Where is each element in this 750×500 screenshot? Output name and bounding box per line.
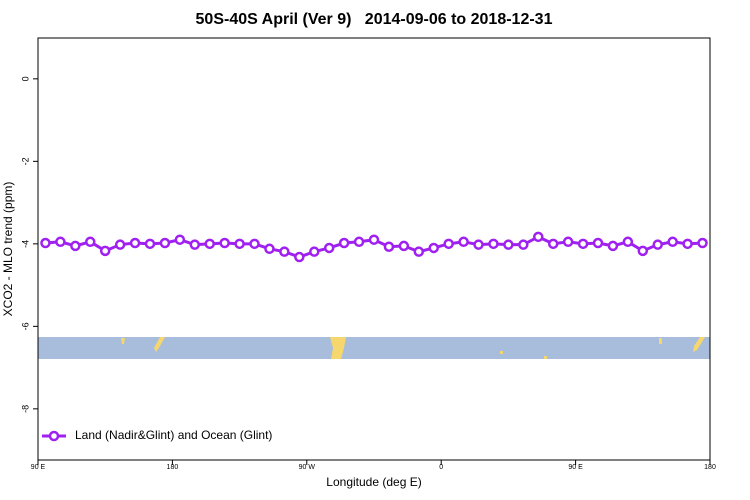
x-tick-label: 180	[167, 464, 179, 471]
data-point	[533, 231, 544, 243]
data-point	[219, 237, 230, 249]
data-point	[458, 236, 469, 248]
data-point	[159, 237, 171, 249]
data-point	[473, 239, 484, 250]
legend-label: Land (Nadir&Glint) and Ocean (Glint)	[75, 428, 272, 442]
data-point	[443, 238, 454, 250]
y-tick-label: -6	[20, 322, 30, 330]
data-point	[682, 238, 693, 250]
y-tick-label: 0	[20, 76, 30, 81]
data-point	[294, 251, 305, 263]
data-point	[697, 237, 708, 249]
data-point	[577, 238, 589, 250]
data-point	[189, 239, 201, 250]
data-point	[428, 242, 439, 254]
land-ocean-strip	[38, 337, 710, 359]
data-point	[398, 240, 410, 252]
data-point	[129, 237, 141, 249]
land-patch	[659, 338, 662, 344]
data-point	[667, 236, 678, 248]
x-axis-label: Longitude (deg E)	[326, 475, 421, 489]
data-point	[99, 245, 111, 257]
x-tick-label: 90 W	[299, 464, 316, 471]
data-point	[309, 246, 320, 257]
chart-title: 50S-40S April (Ver 9) 2014-09-06 to 2018…	[196, 11, 553, 28]
data-point	[652, 239, 663, 250]
data-point	[279, 246, 290, 257]
plot-frame	[37, 37, 711, 461]
data-point	[174, 234, 186, 245]
ocean-band	[38, 337, 710, 359]
data-point	[338, 237, 350, 249]
data-point	[518, 239, 529, 250]
data-point	[70, 240, 81, 252]
x-tick-label: 90 E	[568, 464, 583, 471]
data-point	[622, 236, 634, 248]
y-tick-label: -4	[20, 240, 30, 248]
land-patch	[544, 356, 547, 359]
data-point	[503, 239, 514, 250]
data-point	[144, 238, 156, 250]
x-tick-label: 0	[439, 464, 443, 471]
land-patch	[693, 337, 705, 352]
data-point	[264, 243, 275, 255]
data-point	[562, 236, 574, 248]
data-point	[368, 234, 380, 245]
data-point	[353, 236, 365, 248]
data-point	[592, 237, 604, 249]
data-point	[637, 245, 649, 257]
y-tick-label: -2	[20, 157, 30, 165]
data-point	[547, 238, 559, 250]
y-axis-label: XCO2 - MLO trend (ppm)	[1, 182, 15, 317]
data-point	[234, 238, 245, 250]
legend-marker	[48, 430, 60, 442]
data-point	[55, 236, 66, 248]
data-point	[85, 236, 96, 248]
data-point	[323, 242, 335, 254]
x-tick-label: 90 E	[31, 464, 46, 471]
x-tick-label: 180	[704, 464, 716, 471]
data-point	[488, 238, 499, 250]
data-point	[607, 240, 619, 252]
y-tick-label: -8	[20, 405, 30, 413]
data-point	[204, 238, 215, 250]
land-patch	[330, 337, 346, 359]
land-patch	[500, 351, 503, 354]
land-patch	[121, 338, 125, 344]
data-point	[40, 237, 51, 249]
data-point	[383, 241, 395, 252]
data-point	[413, 246, 425, 257]
land-patch	[154, 337, 165, 352]
data-point	[114, 239, 126, 250]
data-point	[249, 238, 260, 250]
